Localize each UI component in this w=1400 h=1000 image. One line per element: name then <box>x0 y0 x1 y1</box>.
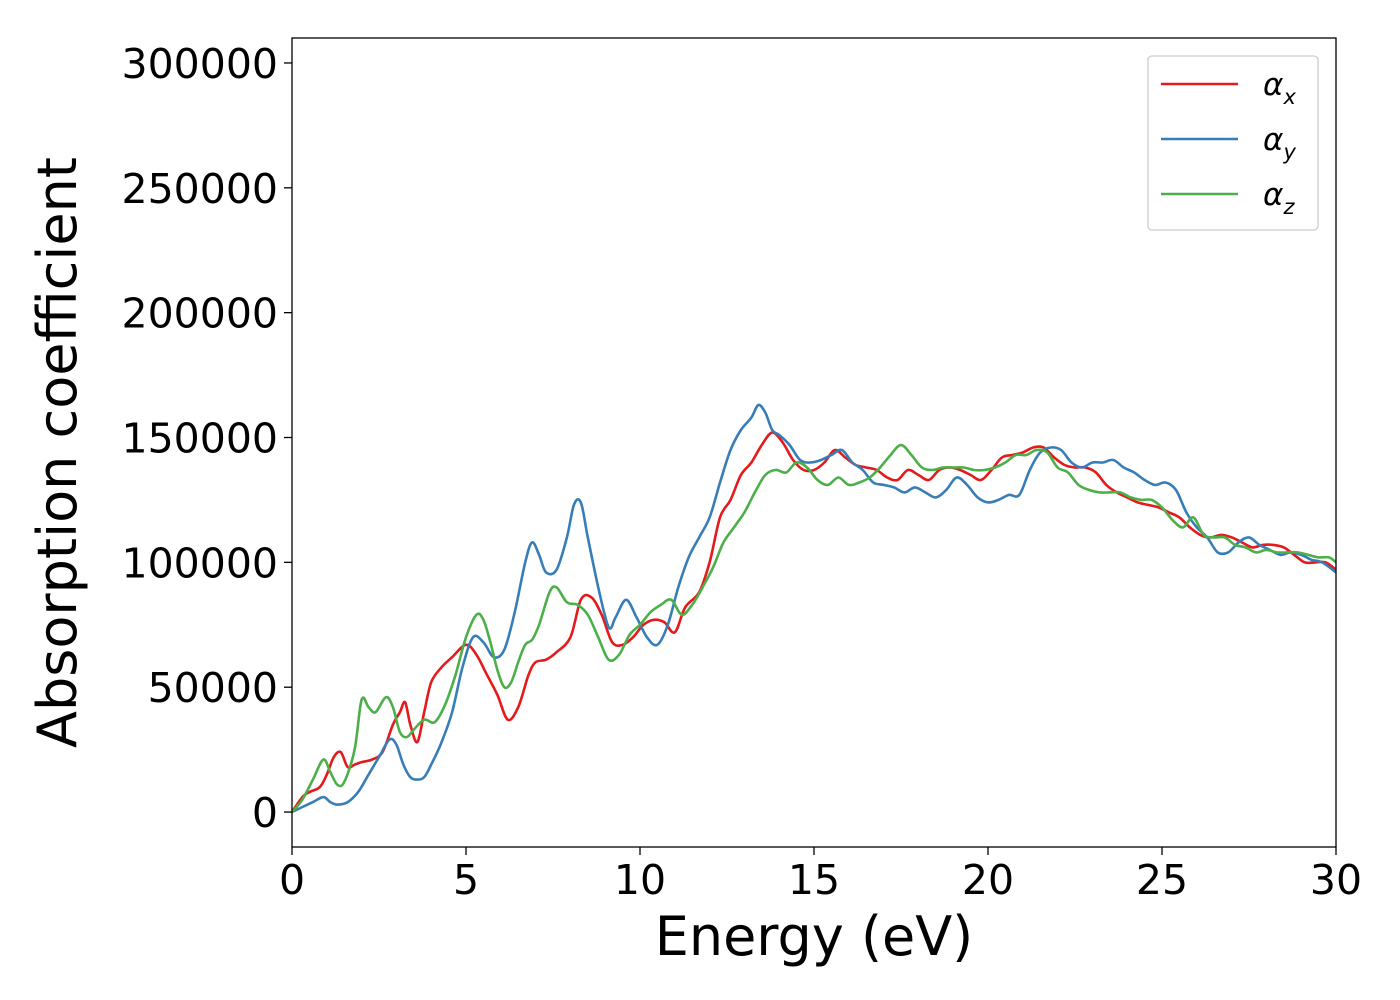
series-line-alpha-x <box>292 431 1336 814</box>
legend: αx αy αz <box>1147 55 1319 231</box>
legend-label-alpha-z: αz <box>1263 177 1295 219</box>
x-tick-label: 30 <box>1310 856 1362 904</box>
y-tick-label: 200000 <box>121 290 278 338</box>
series-line-alpha-z <box>292 443 1336 814</box>
legend-label-alpha-x: αx <box>1263 67 1296 109</box>
legend-label-alpha-y: αy <box>1263 122 1296 164</box>
y-tick-label: 250000 <box>121 165 278 213</box>
legend-box <box>1147 55 1319 231</box>
x-tick-label: 15 <box>788 856 840 904</box>
y-axis-title: Absorption coefficient <box>26 157 89 748</box>
series-line-alpha-y <box>292 403 1336 814</box>
x-tick-label: 5 <box>453 856 479 904</box>
y-axis: 0 50000 100000 150000 200000 250000 300000 <box>121 40 292 837</box>
series-layer <box>292 403 1336 814</box>
y-tick-label: 50000 <box>148 664 278 712</box>
y-tick-label: 150000 <box>121 415 278 463</box>
y-tick-label: 0 <box>252 789 278 837</box>
x-tick-label: 0 <box>279 856 305 904</box>
y-tick-label: 300000 <box>121 40 278 88</box>
x-axis: 0 5 10 15 20 25 30 <box>279 847 1362 904</box>
x-tick-label: 20 <box>962 856 1014 904</box>
x-tick-label: 10 <box>614 856 666 904</box>
x-tick-label: 25 <box>1136 856 1188 904</box>
y-tick-label: 100000 <box>121 539 278 587</box>
x-axis-title: Energy (eV) <box>655 905 974 968</box>
